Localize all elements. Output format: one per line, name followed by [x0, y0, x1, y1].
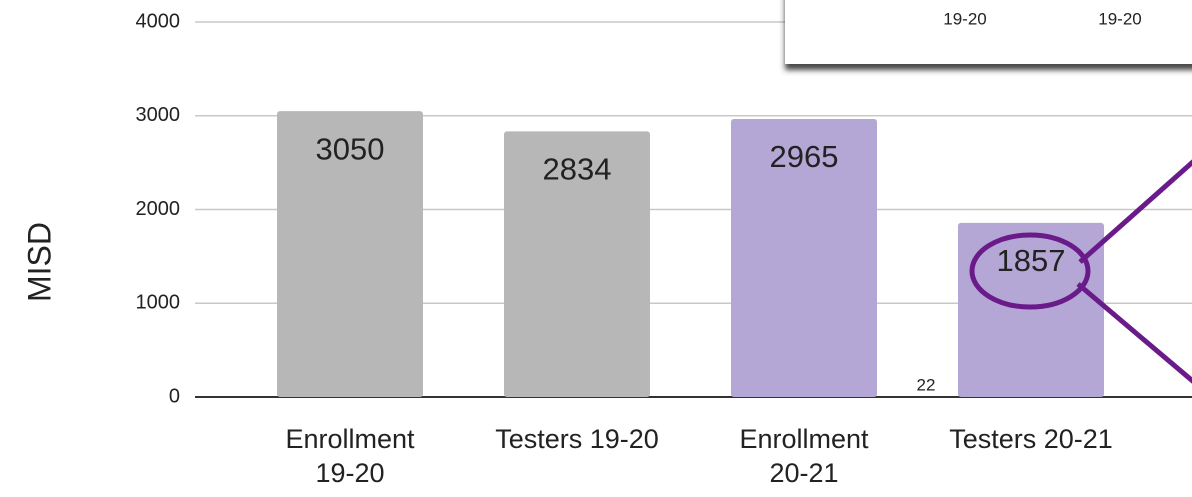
- bar: [277, 111, 423, 397]
- y-tick-label: 3000: [136, 104, 181, 126]
- x-tick-label: Testers 19-20: [495, 424, 659, 454]
- page-number: 22: [917, 375, 936, 394]
- x-tick-label: Enrollment 19-20: [285, 424, 415, 488]
- y-tick-label: 1000: [136, 292, 181, 314]
- y-tick-label: 4000: [136, 10, 181, 32]
- overlay-label: 19-20: [1098, 9, 1141, 28]
- value-label: 2965: [770, 139, 839, 174]
- callout-line: [1078, 159, 1192, 264]
- y-tick-label: 2000: [136, 198, 181, 220]
- overlay-label: 19-20: [943, 9, 986, 28]
- y-axis-label: MISD: [21, 222, 57, 302]
- overlay-box: 19-20 19-20: [785, 0, 1192, 64]
- value-label: 1857: [997, 243, 1066, 278]
- value-label: 3050: [316, 131, 385, 166]
- bar: [958, 222, 1104, 397]
- bar: [504, 131, 650, 397]
- y-tick-label: 0: [169, 385, 180, 407]
- value-label: 2834: [543, 152, 612, 187]
- callout-line: [1076, 282, 1192, 384]
- overlay-panel: [785, 0, 1192, 64]
- x-tick-label: Enrollment 20-21: [739, 424, 869, 488]
- x-tick-label: Testers 20-21: [949, 424, 1113, 454]
- bar: [731, 119, 877, 397]
- highlight-circle: [969, 232, 1091, 310]
